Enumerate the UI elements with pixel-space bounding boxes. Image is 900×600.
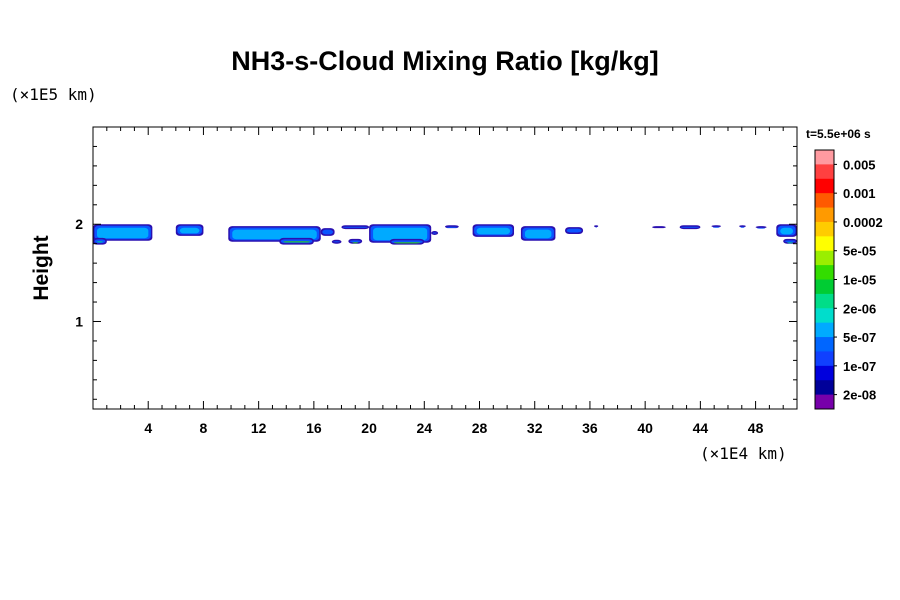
cloud-cell-core — [342, 226, 368, 228]
colorbar-swatch — [815, 193, 834, 209]
cloud-cell-inner — [352, 242, 359, 244]
colorbar-swatch — [815, 293, 834, 309]
colorbar-swatch — [815, 337, 834, 352]
colorbar-label: 0.005 — [843, 157, 876, 172]
x-tick-label: 4 — [144, 420, 152, 436]
cloud-cell-inner — [179, 227, 200, 234]
cloud-cell-core — [349, 240, 361, 243]
colorbar-label: 0.0002 — [843, 215, 883, 230]
cloud-cell-core — [712, 226, 720, 228]
cloud-cell-core — [740, 226, 745, 228]
cloud-cell-inner — [476, 227, 511, 235]
chart-title: NH3-s-Cloud Mixing Ratio [kg/kg] — [231, 46, 659, 76]
cloud-cell-inner — [373, 227, 428, 241]
x-tick-label: 40 — [637, 420, 653, 436]
colorbar-swatch — [815, 322, 834, 338]
colorbar-swatch — [815, 394, 834, 410]
colorbar-swatch — [815, 178, 834, 194]
colorbar-label: 2e-08 — [843, 388, 876, 403]
cloud-cell-core — [681, 226, 699, 228]
cloud-cell-inner — [393, 242, 421, 244]
cloud-cell-core — [757, 227, 766, 229]
cloud-cell-inner — [97, 227, 149, 239]
cloud-cell-core — [595, 226, 597, 228]
colorbar-label: 5e-07 — [843, 330, 876, 345]
colorbar-swatch — [815, 221, 834, 237]
cloud-cell-core — [432, 232, 437, 234]
colorbar-swatch — [815, 265, 834, 280]
colorbar-swatch — [815, 365, 834, 381]
x-tick-label: 20 — [361, 420, 377, 436]
cloud-cell-core — [280, 239, 313, 244]
cloud-cell-inner — [524, 229, 552, 239]
cloud-cell-core — [322, 229, 334, 235]
cloud-cell-inner — [780, 227, 793, 235]
colorbar-swatch — [815, 250, 834, 266]
x-tick-label: 8 — [200, 420, 208, 436]
colorbar-label: 1e-07 — [843, 359, 876, 374]
cloud-cell-core — [446, 226, 458, 228]
y-axis-scale-label: (×1E5 km) — [10, 85, 97, 104]
cloud-cell-inner — [97, 241, 103, 243]
cloud-cell-core — [94, 239, 106, 244]
time-label: t=5.5e+06 s — [806, 127, 871, 141]
cloud-cell — [594, 225, 599, 228]
colorbar-swatch — [815, 164, 834, 180]
x-tick-label: 48 — [748, 420, 764, 436]
cloud-cell-core — [784, 240, 796, 243]
cloud-field — [93, 224, 797, 245]
y-tick-label: 2 — [75, 216, 83, 232]
y-tick-label: 1 — [75, 313, 83, 329]
colorbar-label: 2e-06 — [843, 301, 876, 316]
cloud-cell-core — [333, 241, 340, 243]
x-tick-label: 44 — [693, 420, 709, 436]
colorbar-swatch — [815, 380, 834, 396]
plot-frame — [92, 126, 798, 410]
colorbar-swatch — [815, 150, 834, 165]
x-tick-label: 16 — [306, 420, 322, 436]
colorbar-label: 1e-05 — [843, 273, 876, 288]
colorbar-swatch — [815, 279, 834, 295]
colorbar-label: 5e-05 — [843, 244, 876, 259]
cloud-cell — [652, 226, 666, 229]
x-tick-label: 36 — [582, 420, 598, 436]
x-tick-label: 28 — [472, 420, 488, 436]
x-tick-label: 12 — [251, 420, 267, 436]
cloud-cell-inner — [787, 242, 793, 244]
cloud-cell — [711, 225, 722, 228]
x-axis-scale-label: (×1E4 km) — [700, 444, 787, 463]
colorbar-swatch — [815, 351, 834, 367]
cloud-cell-inner — [283, 241, 310, 243]
x-tick-label: 24 — [417, 420, 433, 436]
cloud-cell — [739, 225, 746, 228]
cloud-cell — [755, 226, 767, 229]
colorbar-swatch — [815, 236, 834, 252]
colorbar-swatch — [815, 308, 834, 324]
colorbar-swatch — [815, 207, 834, 223]
colorbar-label: 0.001 — [843, 186, 876, 201]
cloud-cell-core — [566, 228, 582, 233]
x-tick-label: 32 — [527, 420, 543, 436]
colorbar: 0.005 0.001 0.0002 5e-05 1e-05 2e-06 5e-07 1e-0… — [814, 149, 883, 410]
cloud-cell-inner — [232, 229, 317, 240]
